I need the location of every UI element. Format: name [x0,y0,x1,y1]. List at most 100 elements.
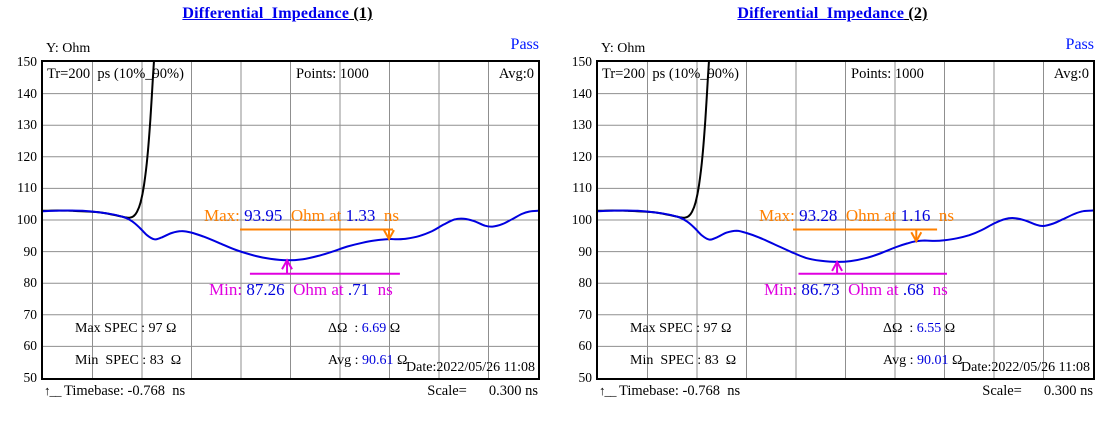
annotation-part: ns [924,280,948,299]
max-spec-label: Max SPEC : 97 Ω [630,321,732,336]
step-rising-edge-curve [43,62,155,219]
pass-status-badge: Pass [510,36,539,53]
max-marker-arrow-icon [383,229,395,242]
delta-ohm-unit: Ω [941,321,956,336]
avg-value: 90.61 [361,353,394,368]
y-tick-label: 120 [16,148,37,164]
annotation-part: ns [930,206,955,225]
differential-impedance-curve [43,209,538,262]
annotation-part: .68 [902,280,925,299]
annotation-part: Min: [764,280,802,299]
annotation-part: ns [375,206,400,225]
y-tick-label: 50 [578,370,593,385]
averaging-label: Avg:0 [1053,66,1089,82]
y-tick-label: 140 [571,85,592,101]
avg-readout: Avg : 90.01 Ω [883,353,962,369]
plot-area: Tr=200 ps (10%_90%) Points: 1000 Avg:0 M… [596,60,1095,380]
annotation-part: Ohm at [839,280,903,299]
scale-readout: Scale= 0.300 ns [427,383,538,400]
annotation-part: Min: [209,280,247,299]
scale-value: 0.300 ns [488,383,538,399]
scale-readout: Scale= 0.300 ns [982,383,1093,400]
x-axis-footer: ↑__ Timebase: -0.768 ns Scale= 0.300 ns [0,383,555,403]
annotation-part: 93.28 [799,206,838,225]
annotation-part: 86.73 [801,280,840,299]
rise-time-label: Tr=200 ps (10%_90%) [47,66,184,82]
delta-ohm-label: ΔΩ : [883,321,917,336]
y-tick-label: 60 [578,338,593,354]
chart-title[interactable]: Differential_Impedance (1) [0,5,555,23]
y-tick-label: 90 [23,243,38,259]
annotation-part: 1.16 [900,206,931,225]
y-tick-label: 50 [23,370,38,385]
min-annotation: Min: 86.73 Ohm at .68 ns [764,280,948,300]
scale-value: 0.300 ns [1043,383,1093,399]
y-tick-label: 90 [578,243,593,259]
y-tick-label: 140 [16,85,37,101]
avg-readout: Avg : 90.61 Ω [328,353,407,369]
chart-title-index[interactable]: (2) [904,5,928,22]
chart-title-link[interactable]: Differential_Impedance [182,5,350,22]
averaging-label: Avg:0 [498,66,534,82]
y-tick-label: 70 [23,306,38,322]
plot-area: Tr=200 ps (10%_90%) Points: 1000 Avg:0 M… [41,60,540,380]
timebase-label: Timebase: -0.768 ns [619,383,741,399]
avg-value: 90.01 [916,353,949,368]
step-rising-edge-curve [598,62,710,219]
y-tick-label: 110 [17,180,37,196]
date-stamp: Date:2022/05/26 11:08 [961,360,1090,375]
pass-status-badge: Pass [1065,36,1094,53]
delta-ohm-value: 6.55 [916,321,942,336]
min-marker-arrow-icon [831,259,843,272]
annotation-part: Ohm at [284,280,348,299]
max-annotation: Max: 93.95 Ohm at 1.33 ns [204,206,399,226]
min-annotation: Min: 87.26 Ohm at .71 ns [209,280,393,300]
delta-ohm-readout: ΔΩ : 6.55 Ω [883,321,955,337]
y-tick-label: 100 [571,212,592,227]
points-label: Points: 1000 [296,66,369,82]
y-tick-label: 60 [23,338,38,354]
annotation-part: ns [369,280,393,299]
delta-ohm-unit: Ω [386,321,401,336]
y-tick-label: 130 [16,117,37,133]
min-spec-label: Min SPEC : 83 Ω [75,353,182,368]
points-label: Points: 1000 [851,66,924,82]
delta-ohm-value: 6.69 [361,321,387,336]
annotation-part: 93.95 [244,206,283,225]
chart-panel-1: Differential_Impedance (1) Y: Ohm Pass T… [0,5,555,403]
min-spec-label: Min SPEC : 83 Ω [630,353,737,368]
timebase-label: Timebase: -0.768 ns [64,383,186,399]
y-tick-label: 120 [571,148,592,164]
rise-time-label: Tr=200 ps (10%_90%) [602,66,739,82]
y-tick-label: 150 [571,54,592,69]
scale-label: Scale= [427,383,467,399]
delta-ohm-readout: ΔΩ : 6.69 Ω [328,321,400,337]
avg-unit: Ω [948,353,963,368]
annotation-part: .71 [347,280,370,299]
y-tick-label: 100 [16,212,37,227]
y-tick-label: 110 [572,180,592,196]
y-tick-label: 150 [16,54,37,69]
waveform-canvas [598,62,1093,378]
y-axis-unit-label: Y: Ohm [601,41,646,56]
y-tick-label: 130 [571,117,592,133]
scale-label: Scale= [982,383,1022,399]
annotation-part: 1.33 [345,206,376,225]
chart-title-link[interactable]: Differential_Impedance [737,5,905,22]
max-annotation: Max: 93.28 Ohm at 1.16 ns [759,206,954,226]
x-axis-footer: ↑__ Timebase: -0.768 ns Scale= 0.300 ns [555,383,1110,403]
chart-title[interactable]: Differential_Impedance (2) [555,5,1110,23]
max-spec-label: Max SPEC : 97 Ω [75,321,177,336]
delta-ohm-label: ΔΩ : [328,321,362,336]
origin-marker-icon: ↑__ [599,383,616,398]
chart-title-index[interactable]: (1) [349,5,373,22]
chart-panel-2: Differential_Impedance (2) Y: Ohm Pass T… [555,0,1110,421]
origin-marker-icon: ↑__ [44,383,61,398]
y-axis-unit-label: Y: Ohm [46,41,91,56]
y-tick-label: 70 [578,306,593,322]
annotation-part: 87.26 [246,280,285,299]
avg-unit: Ω [393,353,408,368]
waveform-canvas [43,62,538,378]
differential-impedance-curve [598,209,1093,263]
